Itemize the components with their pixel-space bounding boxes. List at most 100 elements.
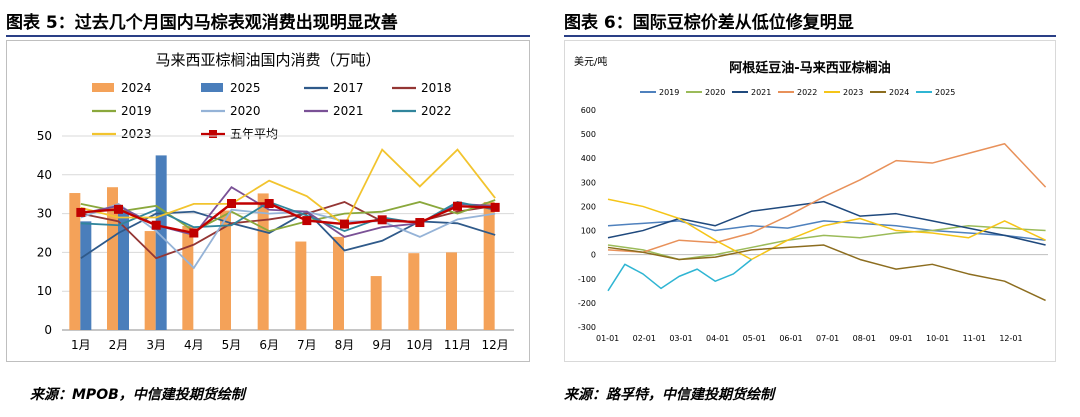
y-tick-label: 600: [581, 106, 596, 115]
legend: 2019 2020 2021 2022 2023 2024 2025: [640, 88, 955, 97]
line-2019: [80, 199, 496, 233]
bar-2024: [333, 236, 344, 330]
x-tick-label: 12月: [482, 338, 509, 352]
avg-marker: [377, 215, 387, 225]
legend-label: 2019: [121, 104, 152, 118]
x-tick-label: 3月: [146, 338, 166, 352]
figure-title: 图表 6：国际豆棕价差从低位修复明显: [564, 13, 854, 33]
chart-title: 阿根廷豆油-马来西亚棕榈油: [729, 60, 890, 76]
legend-marker: [209, 130, 217, 138]
x-tick-label: 02-01: [633, 334, 656, 343]
legend-label: 2021: [333, 104, 364, 118]
y-tick-label: 300: [581, 178, 596, 187]
legend-label: 2019: [659, 88, 679, 97]
legend: 2024 2025 2017 2018 2019 2020 2021 2022 2023 五年平均: [92, 81, 452, 141]
avg-marker: [76, 207, 86, 217]
legend-swatch: [201, 83, 223, 92]
x-tick-label: 10月: [406, 338, 433, 352]
x-tick-label: 7月: [297, 338, 317, 352]
x-tick-label: 01-01: [596, 334, 619, 343]
legend-label: 2018: [421, 81, 452, 95]
line-2023: [80, 148, 496, 227]
bar-2024: [483, 201, 495, 330]
x-tick-label: 1月: [71, 338, 91, 352]
legend-label: 2024: [121, 81, 152, 95]
x-tick-label: 03-01: [669, 334, 692, 343]
x-tick-label: 2月: [109, 338, 129, 352]
y-tick-label: 0: [591, 251, 596, 260]
y-tick-label: 50: [37, 129, 52, 143]
y-tick-label: 20: [37, 245, 52, 259]
legend-label: 五年平均: [230, 127, 278, 141]
line-2023: [607, 198, 1046, 261]
legend-label: 2020: [705, 88, 725, 97]
x-tick-label: 12-01: [999, 334, 1022, 343]
x-tick-label: 08-01: [853, 334, 876, 343]
line-2022: [607, 143, 1047, 254]
x-tick-label: 10-01: [926, 334, 949, 343]
avg-marker: [490, 202, 500, 212]
x-tick-label: 4月: [184, 338, 204, 352]
bar-2024: [107, 187, 118, 330]
chart-frame: [564, 40, 1056, 362]
bar-2024: [446, 252, 457, 330]
x-tick-label: 09-01: [889, 334, 912, 343]
bar-2024: [69, 193, 81, 330]
y-tick-label: 200: [581, 202, 596, 211]
avg-marker: [189, 228, 199, 238]
y-tick-label: 400: [581, 154, 596, 163]
line-2019: [607, 220, 1046, 241]
avg-marker: [264, 199, 274, 209]
x-tick-label: 07-01: [816, 334, 839, 343]
x-tick-label: 11-01: [963, 334, 986, 343]
y-tick-label: 0: [44, 323, 52, 337]
avg-marker: [151, 220, 161, 230]
legend-label: 2022: [421, 104, 452, 118]
x-tick-label: 6月: [259, 338, 279, 352]
title-divider: [6, 35, 530, 37]
bar-2024: [220, 210, 231, 330]
bar-2025: [80, 221, 92, 330]
line-五年平均: [80, 202, 496, 235]
legend-label: 2021: [751, 88, 771, 97]
x-tick-label: 8月: [335, 338, 355, 352]
avg-marker: [415, 218, 425, 228]
legend-label: 2024: [889, 88, 909, 97]
y-tick-label: -200: [578, 299, 596, 308]
x-tick-label: 11月: [444, 338, 471, 352]
y-tick-label: 30: [37, 207, 52, 221]
source-note: 来源：MPOB，中信建投期货绘制: [30, 387, 245, 403]
avg-marker: [114, 204, 123, 214]
y-tick-label: 500: [581, 130, 596, 139]
avg-marker: [453, 201, 462, 211]
x-tick-label: 05-01: [743, 334, 766, 343]
y-axis-unit: 美元/吨: [574, 55, 607, 68]
y-tick-label: 10: [37, 284, 52, 298]
spread-chart: 美元/吨 阿根廷豆油-马来西亚棕榈油 2019 2020 2021 2022 2023 202…: [564, 40, 1056, 362]
figure-title: 图表 5：过去几个月国内马棕表观消费出现明显改善: [6, 13, 398, 33]
bar-2025: [118, 209, 129, 330]
bar-2024: [408, 253, 420, 330]
bar-2024: [295, 241, 307, 330]
bar-2024: [182, 226, 194, 330]
avg-marker: [227, 199, 236, 209]
chart-title: 马来西亚棕榈油国内消费（万吨）: [155, 51, 380, 69]
title-divider: [564, 35, 1056, 37]
bar-2025: [155, 155, 167, 330]
legend-label: 2020: [230, 104, 261, 118]
y-tick-label: -300: [578, 323, 596, 332]
legend-label: 2025: [935, 88, 955, 97]
bar-2024: [370, 276, 382, 330]
x-tick-label: 9月: [372, 338, 392, 352]
legend-label: 2025: [230, 81, 261, 95]
line-2025: [607, 258, 752, 292]
x-tick-label: 04-01: [706, 334, 729, 343]
y-tick-label: -100: [578, 275, 596, 284]
legend-label: 2023: [843, 88, 863, 97]
source-note: 来源：路孚特，中信建投期货绘制: [564, 387, 774, 403]
avg-marker: [340, 219, 349, 229]
legend-label: 2022: [797, 88, 817, 97]
x-tick-label: 5月: [222, 338, 242, 352]
y-tick-label: 40: [37, 168, 52, 182]
